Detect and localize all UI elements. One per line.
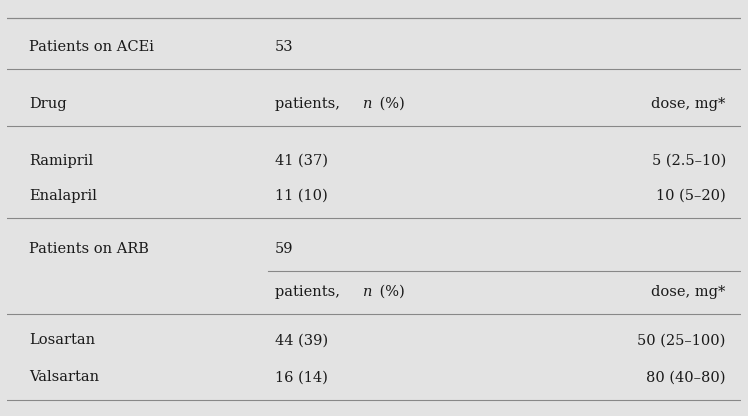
Text: patients,: patients, <box>275 285 345 299</box>
Text: Patients on ARB: Patients on ARB <box>29 242 150 256</box>
Text: 10 (5–20): 10 (5–20) <box>656 189 726 203</box>
Text: Patients on ACEi: Patients on ACEi <box>29 40 155 54</box>
Text: 80 (40–80): 80 (40–80) <box>646 370 726 384</box>
Text: (%): (%) <box>375 97 405 111</box>
Text: dose, mg*: dose, mg* <box>652 97 726 111</box>
Text: Drug: Drug <box>29 97 67 111</box>
Text: 11 (10): 11 (10) <box>275 189 328 203</box>
Text: 50 (25–100): 50 (25–100) <box>637 334 726 347</box>
Text: (%): (%) <box>375 285 405 299</box>
Text: 41 (37): 41 (37) <box>275 154 328 168</box>
Text: 59: 59 <box>275 242 293 256</box>
Text: Losartan: Losartan <box>29 334 96 347</box>
Text: 16 (14): 16 (14) <box>275 370 328 384</box>
Text: n: n <box>363 285 373 299</box>
Text: 53: 53 <box>275 40 294 54</box>
Text: patients,: patients, <box>275 97 345 111</box>
Text: n: n <box>363 97 373 111</box>
Text: Enalapril: Enalapril <box>29 189 97 203</box>
Text: Ramipril: Ramipril <box>29 154 93 168</box>
Text: dose, mg*: dose, mg* <box>652 285 726 299</box>
Text: 44 (39): 44 (39) <box>275 334 328 347</box>
Text: Valsartan: Valsartan <box>29 370 99 384</box>
Text: 5 (2.5–10): 5 (2.5–10) <box>652 154 726 168</box>
